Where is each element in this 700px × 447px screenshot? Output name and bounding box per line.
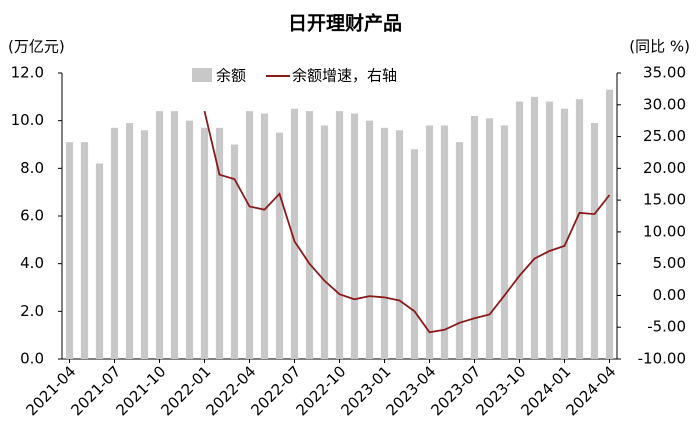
legend-swatch: [192, 68, 212, 82]
bar: [350, 113, 359, 360]
bar: [245, 111, 254, 359]
bar: [215, 127, 224, 359]
bar: [395, 130, 404, 359]
bar: [125, 123, 134, 359]
bar: [80, 142, 89, 359]
legend-label: 余额增速，右轴: [292, 67, 397, 85]
y2-tick-label: -5.00: [647, 318, 686, 336]
bar: [185, 120, 194, 360]
bar: [515, 101, 524, 359]
bar: [305, 111, 314, 359]
y-tick-label: 2.0: [20, 302, 44, 320]
bar: [290, 108, 299, 359]
bar: [530, 96, 539, 359]
bar: [95, 163, 104, 359]
bar: [455, 142, 464, 359]
y2-tick-label: 20.00: [643, 159, 686, 177]
y-tick-label: 0.0: [20, 350, 44, 368]
bar: [560, 108, 569, 359]
bar: [590, 123, 599, 359]
bar: [110, 127, 119, 359]
bar: [170, 111, 179, 359]
y-tick-label: 12.0: [11, 64, 44, 82]
y2-tick-label: 5.00: [653, 254, 686, 272]
bar: [260, 113, 269, 360]
bar: [200, 127, 209, 359]
bar: [65, 142, 74, 359]
bar: [605, 89, 614, 359]
chart-title: 日开理财产品: [288, 12, 402, 35]
y2-tick-label: 0.00: [653, 286, 686, 304]
y2-tick-label: 35.00: [643, 64, 686, 82]
y2-axis-label: (同比 %): [629, 38, 690, 56]
bar: [410, 149, 419, 359]
bar: [500, 125, 509, 359]
bar: [140, 130, 149, 359]
y-tick-label: 6.0: [20, 207, 44, 225]
y2-tick-label: 15.00: [643, 191, 686, 209]
bar: [380, 127, 389, 359]
legend-label: 余额: [216, 67, 246, 85]
bar: [320, 125, 329, 359]
bar: [470, 115, 479, 360]
bar: [485, 118, 494, 360]
bar: [440, 125, 449, 359]
y2-tick-label: -10.00: [638, 350, 686, 368]
bar: [230, 144, 239, 359]
y-tick-label: 4.0: [20, 254, 44, 272]
y-tick-label: 10.0: [11, 111, 44, 129]
bar: [545, 101, 554, 359]
y2-tick-label: 30.00: [643, 95, 686, 113]
bar: [365, 120, 374, 360]
bar: [575, 99, 584, 359]
bar: [335, 111, 344, 359]
y-axis-label: (万亿元): [8, 38, 65, 56]
y2-tick-label: 10.00: [643, 222, 686, 240]
x-tick-label: 2024-04: [562, 362, 619, 419]
line: [203, 110, 611, 334]
y2-tick-label: 25.00: [643, 127, 686, 145]
bar: [155, 111, 164, 359]
bar: [425, 125, 434, 359]
bar: [275, 132, 284, 359]
y-tick-label: 8.0: [20, 159, 44, 177]
